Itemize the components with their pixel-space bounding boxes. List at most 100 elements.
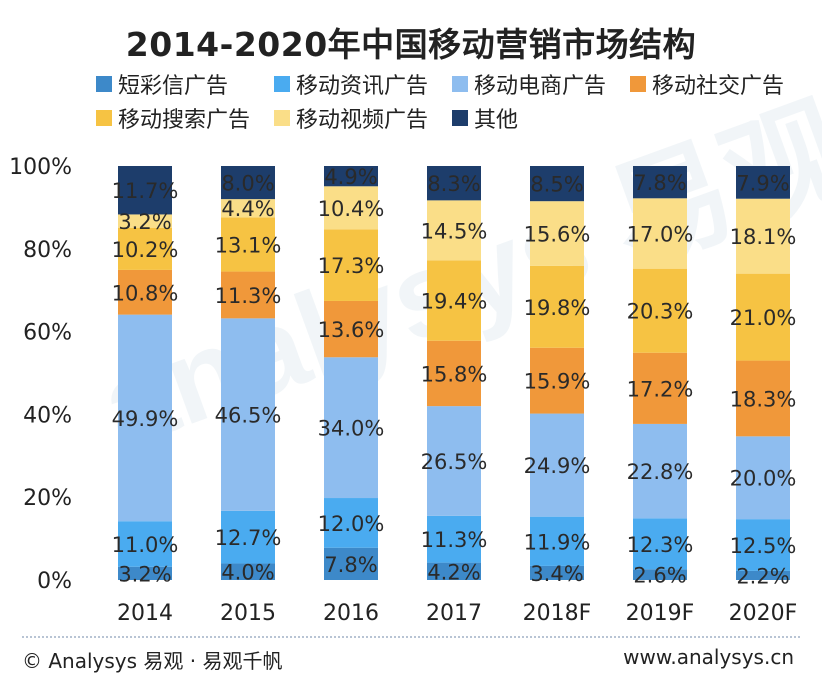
bar-segment (221, 318, 275, 511)
bar-segment (118, 227, 172, 270)
bar-segment (324, 498, 378, 548)
data-label: 2.2% (736, 564, 789, 588)
legend-label: 移动社交广告 (652, 74, 785, 99)
bar-segment (427, 515, 481, 563)
x-tick-label: 2020F (729, 601, 798, 626)
data-label: 15.8% (421, 362, 488, 386)
y-tick-label: 20% (23, 486, 72, 511)
data-label: 20.0% (730, 467, 797, 491)
data-label: 22.8% (627, 460, 694, 484)
bar-segment (427, 406, 481, 516)
footer-divider (22, 636, 800, 638)
bar-segment (221, 271, 275, 319)
y-tick-label: 40% (23, 403, 72, 428)
bar-segment (736, 273, 790, 361)
bar-segment (221, 510, 275, 564)
x-tick-label: 2016 (323, 601, 379, 626)
legend-swatch (274, 110, 290, 126)
bar-segment (221, 166, 275, 200)
data-label: 15.6% (524, 222, 591, 246)
bar-segment (633, 423, 687, 519)
bar-segment (633, 352, 687, 424)
legend-swatch (96, 76, 112, 92)
x-tick-label: 2019F (626, 601, 695, 626)
bar-segment (427, 260, 481, 341)
x-tick-label: 2015 (220, 601, 276, 626)
footer-copyright: © Analysys 易观 · 易观千帆 (22, 649, 283, 673)
y-tick-label: 60% (23, 321, 72, 346)
legend-swatch (274, 76, 290, 92)
data-label: 7.9% (736, 171, 789, 195)
data-label: 4.0% (221, 561, 274, 585)
bar-segment (736, 166, 790, 199)
legend-swatch (96, 110, 112, 126)
data-label: 14.5% (421, 219, 488, 243)
bar-segment (736, 436, 790, 520)
footer-website[interactable]: www.analysys.cn (623, 645, 794, 669)
data-label: 20.3% (627, 300, 694, 324)
legend-label: 移动资讯广告 (296, 74, 429, 99)
bar-segment (736, 198, 790, 274)
bar-segment (118, 521, 172, 567)
legend-item: 移动视频广告 (274, 104, 429, 133)
bar-segment (530, 265, 584, 348)
legend-label: 移动视频广告 (296, 108, 429, 133)
data-label: 18.3% (730, 387, 797, 411)
data-label: 8.5% (530, 173, 583, 197)
stacked-bar-chart: 0% 20% 40% 60% 80% 100% 3.2% 11.0% 49.9% 10.8% 10.… (9, 155, 798, 626)
data-label: 17.0% (627, 222, 694, 246)
data-label: 11.7% (112, 179, 179, 203)
data-label: 13.1% (215, 233, 282, 257)
bar-segment (530, 516, 584, 566)
x-tick-label: 2017 (426, 601, 482, 626)
data-label: 3.2% (118, 562, 171, 586)
data-label: 12.7% (215, 526, 282, 550)
bar-segment (736, 570, 790, 580)
legend-swatch (630, 76, 646, 92)
legend-item: 移动搜索广告 (96, 104, 251, 133)
legend-label: 移动电商广告 (474, 74, 607, 99)
y-tick-label: 80% (23, 238, 72, 263)
bar-segment (118, 269, 172, 315)
data-label: 17.3% (318, 254, 385, 278)
data-label: 8.3% (427, 172, 480, 196)
legend-label: 移动搜索广告 (118, 108, 251, 133)
data-label: 10.2% (112, 238, 179, 262)
data-label: 4.9% (324, 165, 377, 189)
data-label: 7.8% (324, 553, 377, 577)
data-label: 2.6% (633, 564, 686, 588)
data-label: 34.0% (318, 417, 385, 441)
bar-segment (530, 166, 584, 202)
legend-item: 其他 (452, 104, 519, 133)
legend-label: 其他 (474, 108, 519, 133)
y-tick-label: 100% (9, 155, 72, 180)
bar-segment (324, 300, 378, 358)
bar-segment (633, 198, 687, 269)
x-tick-label: 2018F (523, 601, 592, 626)
data-label: 10.8% (112, 281, 179, 305)
bar-segment (324, 357, 378, 499)
legend-item: 移动电商广告 (452, 70, 607, 99)
bar-segment (324, 166, 378, 187)
data-label: 11.0% (112, 533, 179, 557)
bar-segment (633, 268, 687, 353)
data-label: 19.4% (421, 290, 488, 314)
data-label: 49.9% (112, 407, 179, 431)
data-label: 17.2% (627, 377, 694, 401)
data-label: 21.0% (730, 306, 797, 330)
legend-item: 移动社交广告 (630, 70, 785, 99)
bar-segment (324, 547, 378, 580)
legend-item: 移动资讯广告 (274, 70, 429, 99)
bar-segment (530, 347, 584, 414)
bar-segment (324, 229, 378, 301)
bar-segment (427, 200, 481, 261)
data-label: 26.5% (421, 450, 488, 474)
bar-segment (118, 566, 172, 580)
bar-segment (324, 186, 378, 230)
data-label: 11.9% (524, 530, 591, 554)
bar-segment (427, 340, 481, 407)
bar-segment (736, 360, 790, 437)
bar-segment (118, 214, 172, 228)
legend-label: 短彩信广告 (118, 74, 229, 99)
bar-segment (530, 565, 584, 580)
